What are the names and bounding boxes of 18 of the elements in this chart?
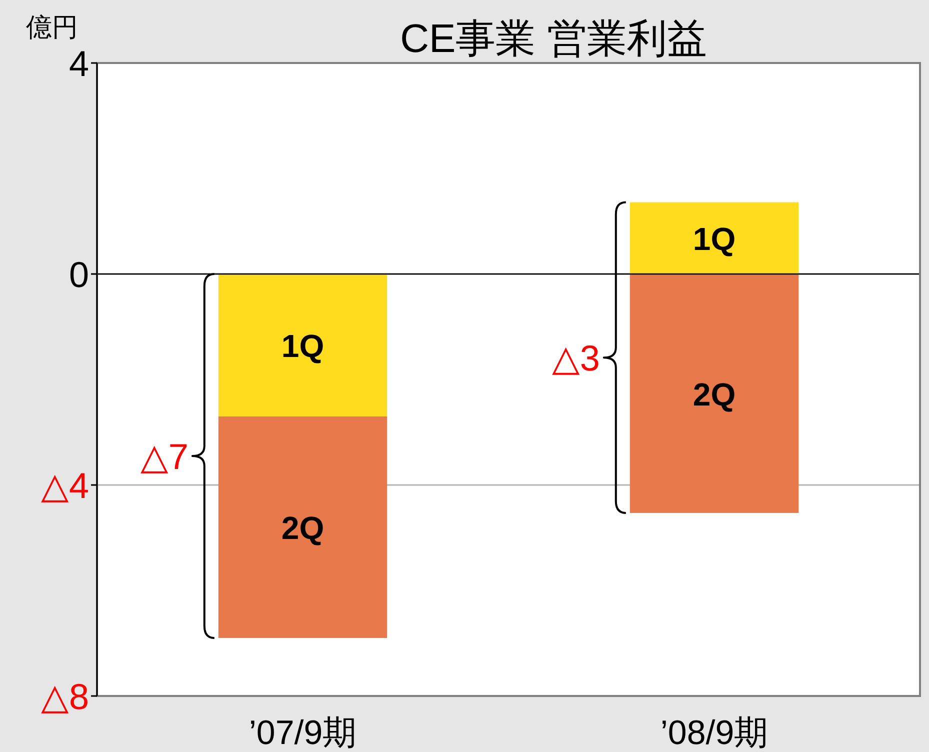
y-tick-label: 0 bbox=[68, 254, 89, 295]
series-label: 1Q bbox=[692, 221, 736, 258]
text: 1Q bbox=[281, 328, 324, 364]
y-tick-label: △8 bbox=[40, 676, 89, 717]
x-tick-label: ’07/9期 bbox=[248, 714, 357, 752]
bar bbox=[218, 416, 388, 638]
bar bbox=[218, 274, 388, 416]
bar bbox=[630, 274, 799, 513]
y-axis-title: 億円 bbox=[26, 12, 78, 42]
bar bbox=[630, 202, 799, 274]
y-tick-label: △4 bbox=[40, 465, 89, 506]
series-label: 2Q bbox=[281, 510, 324, 546]
chart-title: CE事業 営業利益 bbox=[400, 17, 707, 61]
annotation: △3 bbox=[552, 338, 600, 379]
text: 2Q bbox=[692, 376, 736, 412]
annotation: △7 bbox=[140, 436, 188, 477]
y-tick-label: 4 bbox=[68, 43, 89, 84]
x-tick-label: ’08/9期 bbox=[660, 714, 768, 752]
